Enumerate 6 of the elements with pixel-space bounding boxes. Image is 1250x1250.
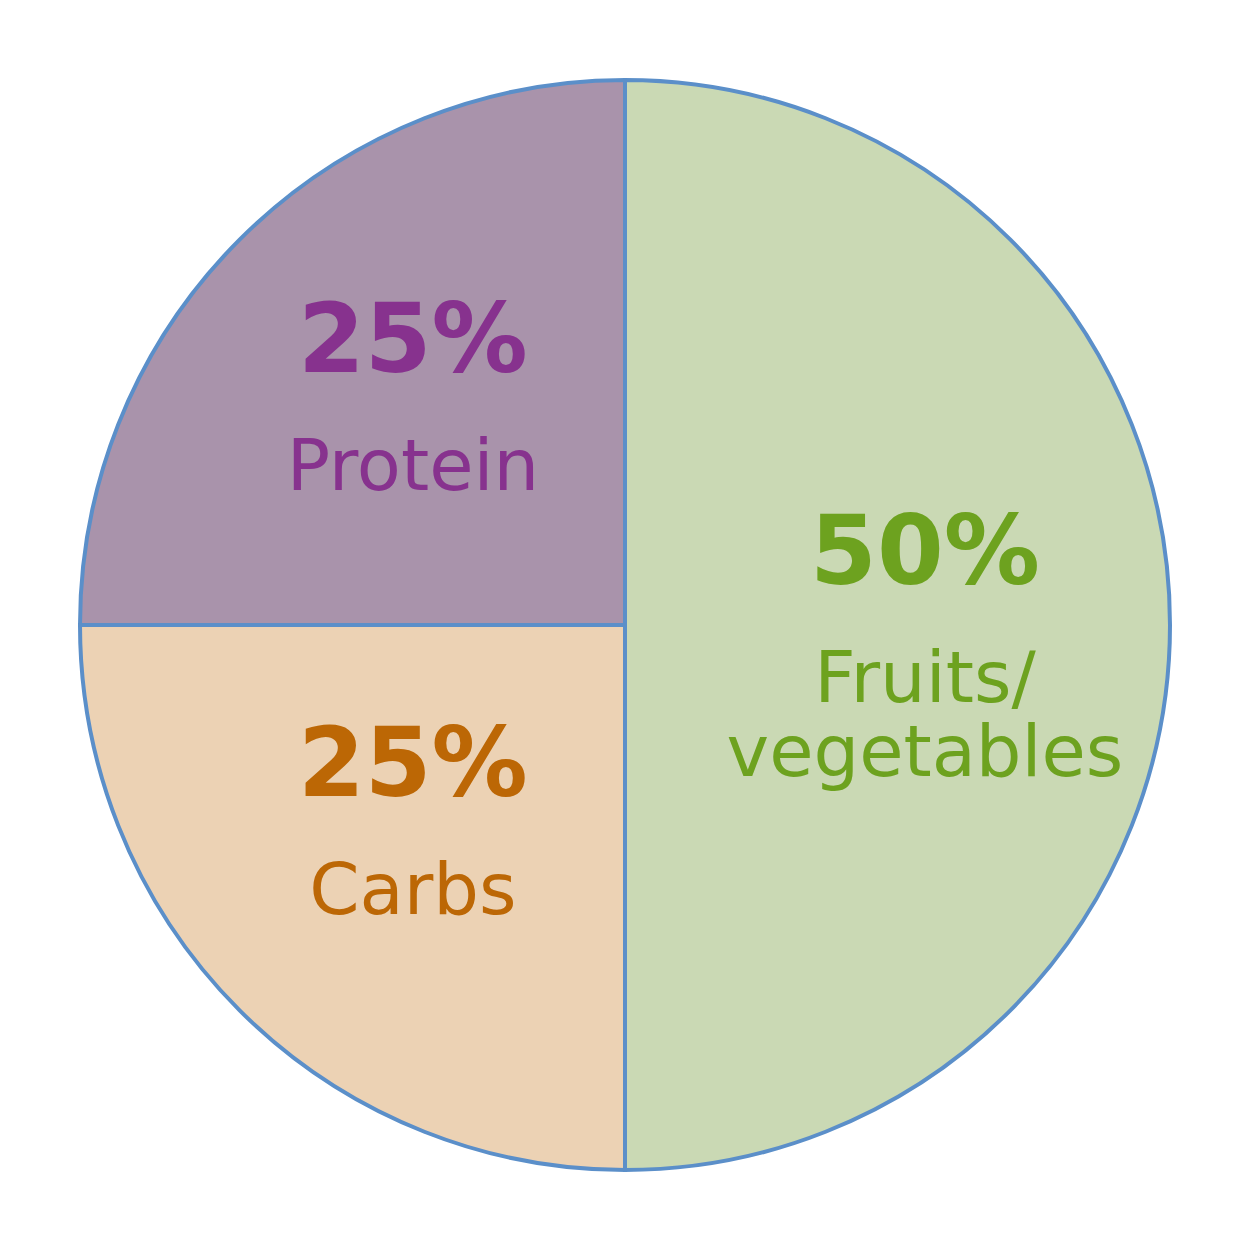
data-label: 50% [810, 495, 1040, 607]
slice-label: Carbs [309, 847, 517, 932]
slice-label: Protein [286, 422, 540, 507]
data-label: 25% [297, 707, 528, 820]
data-label: 25% [297, 282, 528, 395]
slice-label: Fruits/vegetables [726, 635, 1124, 793]
